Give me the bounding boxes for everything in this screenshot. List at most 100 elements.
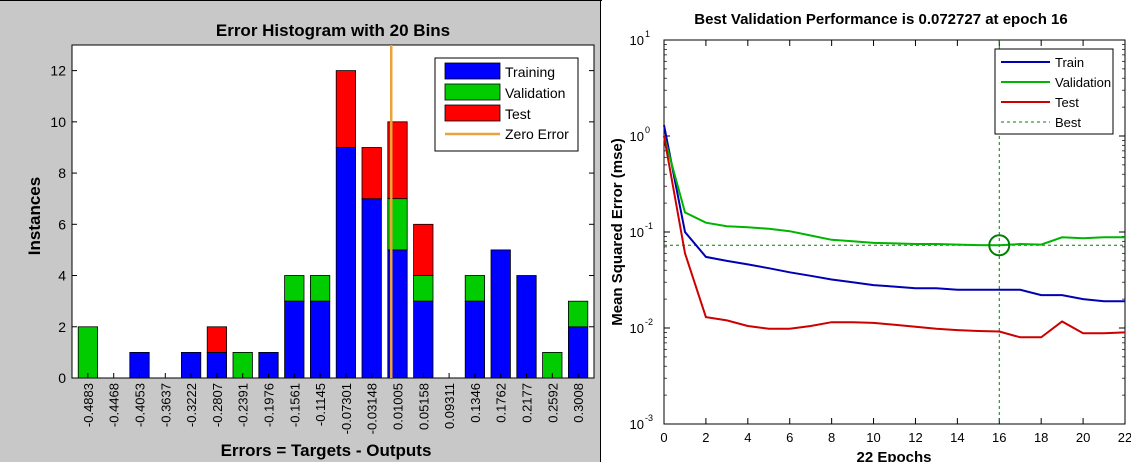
bar-validation-9 — [309, 275, 331, 302]
performance-lines — [663, 40, 1126, 424]
legend-swatch-training — [444, 62, 501, 80]
legend-label-validation: Validation — [505, 85, 565, 101]
error-histogram-chart: Error Histogram with 20 Bins 0 2 4 6 8 10 12 -… — [0, 0, 600, 462]
histogram-y-label: Instances — [25, 177, 44, 255]
perf-x-tick-label-1: 2 — [702, 430, 709, 445]
y-tick-label-5: 10 — [50, 114, 66, 130]
perf-x-tick-label-2: 4 — [744, 430, 751, 445]
bar-training-15 — [464, 300, 486, 379]
performance-y-label: Mean Squared Error (mse) — [609, 138, 626, 326]
bar-training-17 — [516, 275, 537, 379]
series-line-train — [663, 124, 1125, 303]
perf-y-tick-base-2: 10 — [630, 225, 644, 240]
perf-x-tick-label-11: 22 — [1118, 430, 1131, 445]
x-tick-label-15: 0.1346 — [468, 383, 483, 423]
x-tick-label-0: -0.4883 — [81, 383, 96, 427]
performance-legend: Train Validation Test Best — [994, 48, 1114, 135]
legend-label-training: Training — [505, 64, 555, 80]
performance-x-axis: 0 2 4 6 8 10 12 14 16 18 20 22 — [660, 40, 1131, 445]
performance-x-label: 22 Epochs — [856, 449, 931, 462]
histogram-bars — [77, 70, 589, 379]
x-tick-label-19: 0.3008 — [571, 383, 586, 423]
perf-x-tick-label-10: 20 — [1076, 430, 1090, 445]
y-tick-label-0: 0 — [58, 370, 66, 386]
bar-training-19 — [568, 326, 589, 379]
x-tick-label-3: -0.3637 — [158, 383, 173, 427]
bar-training-9 — [309, 300, 331, 379]
perf-x-tick-label-0: 0 — [660, 430, 667, 445]
performance-legend-box — [994, 48, 1114, 135]
series-line-test — [663, 135, 1126, 339]
best-point-marker — [988, 234, 1011, 257]
legend-label-test: Test — [505, 106, 531, 122]
histogram-title: Error Histogram with 20 Bins — [216, 21, 450, 40]
perf-x-tick-label-4: 8 — [828, 430, 835, 445]
perf-y-tick-base-4: 10 — [630, 33, 644, 48]
x-tick-label-5: -0.2807 — [210, 383, 225, 427]
bar-test-13 — [413, 223, 434, 276]
bar-training-13 — [413, 300, 434, 379]
legend-label-zero-error: Zero Error — [505, 126, 569, 142]
x-tick-label-13: 0.05158 — [416, 383, 431, 430]
perf-x-tick-label-6: 12 — [908, 430, 922, 445]
bar-test-5 — [206, 326, 227, 353]
bar-training-16 — [490, 249, 511, 379]
histogram-legend: Training Validation Test Zero Error — [434, 57, 579, 152]
perf-x-tick-label-9: 18 — [1034, 430, 1048, 445]
perf-y-tick-base-3: 10 — [630, 129, 644, 144]
performance-title: Best Validation Performance is 0.072727 … — [694, 11, 1068, 28]
x-tick-label-7: -0.1976 — [262, 383, 277, 427]
x-tick-label-4: -0.3222 — [184, 383, 199, 427]
x-tick-label-17: 0.2177 — [520, 383, 535, 423]
x-tick-label-8: -0.1561 — [287, 383, 302, 427]
bar-test-12 — [387, 121, 408, 200]
y-tick-label-4: 8 — [58, 165, 66, 181]
perf-y-tick-exp-0: -3 — [645, 413, 653, 423]
x-tick-label-9: -0.1145 — [313, 383, 328, 426]
perf-y-tick-exp-3: 0 — [645, 125, 650, 135]
perf-y-tick-exp-1: -2 — [645, 317, 653, 327]
performance-figure: Best Validation Performance is 0.072727 … — [602, 0, 1131, 466]
x-tick-label-11: -0.03148 — [365, 383, 380, 434]
performance-plot-area — [663, 39, 1126, 425]
series-line-validation — [663, 135, 1125, 247]
x-tick-label-1: -0.4468 — [107, 383, 122, 427]
y-tick-label-2: 4 — [58, 268, 66, 284]
perf-y-tick-base-0: 10 — [630, 417, 644, 432]
perf-y-tick-exp-2: -1 — [645, 221, 653, 231]
bar-validation-13 — [413, 275, 434, 302]
performance-chart: Best Validation Performance is 0.072727 … — [602, 0, 1131, 466]
y-tick-label-1: 2 — [58, 319, 66, 335]
y-tick-label-6: 12 — [50, 63, 66, 79]
x-tick-label-10: -0.07301 — [339, 383, 354, 434]
bar-test-11 — [361, 147, 382, 200]
bar-training-8 — [284, 300, 305, 379]
x-tick-label-2: -0.4053 — [133, 383, 148, 427]
bar-validation-15 — [464, 275, 486, 302]
bar-test-10 — [335, 70, 357, 148]
perf-x-tick-label-8: 16 — [992, 430, 1006, 445]
x-tick-label-18: 0.2592 — [545, 383, 560, 423]
histogram-x-axis: -0.4883 -0.4468 -0.4053 -0.3637 -0.3222 -0.28… — [81, 373, 586, 434]
perf-x-tick-label-3: 6 — [786, 430, 793, 445]
x-tick-label-14: 0.09311 — [442, 383, 457, 429]
histogram-y-axis: 0 2 4 6 8 10 12 — [50, 63, 594, 386]
y-tick-label-3: 6 — [58, 216, 66, 232]
histogram-x-label: Errors = Targets - Outputs — [221, 441, 432, 460]
divider-line — [600, 0, 601, 462]
legend-swatch-validation — [444, 83, 501, 101]
legend-label-best: Best — [1055, 115, 1081, 130]
x-tick-label-6: -0.2391 — [236, 383, 251, 427]
x-tick-label-12: 0.01005 — [391, 383, 406, 430]
perf-y-tick-exp-4: 1 — [645, 29, 650, 39]
legend-label-test-line: Test — [1055, 95, 1079, 110]
error-histogram-figure: Error Histogram with 20 Bins 0 2 4 6 8 10 12 -… — [0, 0, 600, 462]
bar-validation-0 — [77, 326, 98, 379]
perf-x-tick-label-7: 14 — [950, 430, 964, 445]
top-border — [0, 0, 1131, 1]
x-tick-label-16: 0.1762 — [494, 383, 509, 423]
bar-training-11 — [361, 198, 382, 379]
perf-y-tick-base-1: 10 — [630, 321, 644, 336]
bar-validation-19 — [568, 300, 589, 328]
